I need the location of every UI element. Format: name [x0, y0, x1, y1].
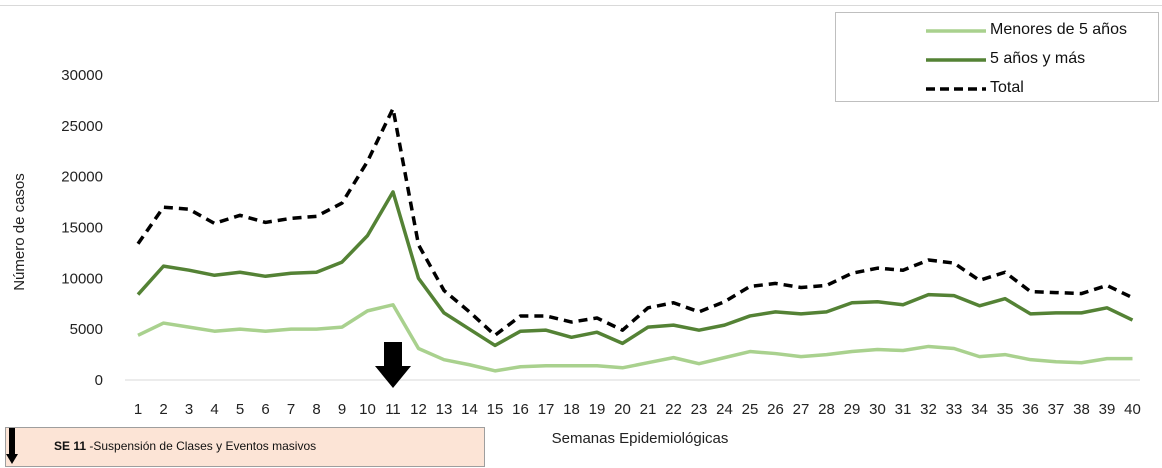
note-bold: SE 11 — [54, 439, 87, 453]
x-tick-label: 5 — [236, 401, 244, 418]
legend-label-menores: Menores de 5 años — [990, 21, 1127, 38]
x-tick-label: 30 — [869, 401, 886, 418]
note-body: -Suspensión de Clases y Eventos masivos — [86, 439, 317, 453]
y-tick-label: 20000 — [61, 169, 103, 186]
x-tick-label: 12 — [410, 401, 427, 418]
legend-item-menores: Menores de 5 años — [836, 19, 1158, 43]
legend-label-total: Total — [990, 79, 1024, 96]
y-axis-title: Número de casos — [11, 173, 28, 291]
x-tick-label: 17 — [538, 401, 555, 418]
x-tick-label: 11 — [385, 401, 401, 418]
x-tick-label: 20 — [614, 401, 631, 418]
note-text: SE 11 -Suspensión de Clases y Eventos ma… — [54, 439, 316, 453]
x-tick-label: 29 — [844, 401, 861, 418]
x-tick-label: 18 — [563, 401, 580, 418]
legend-swatch-menores — [926, 29, 986, 33]
x-tick-label: 13 — [436, 401, 453, 418]
x-tick-label: 6 — [261, 401, 269, 418]
x-tick-label: 16 — [512, 401, 529, 418]
x-tick-label: 10 — [359, 401, 376, 418]
x-tick-label: 34 — [971, 401, 988, 418]
x-tick-label: 28 — [818, 401, 835, 418]
y-tick-label: 15000 — [61, 220, 103, 237]
x-tick-label: 32 — [920, 401, 937, 418]
legend-swatch-mayores — [926, 58, 986, 62]
series-line-2 — [136, 106, 1134, 338]
series-line-0 — [137, 303, 1133, 373]
x-tick-label: 39 — [1099, 401, 1116, 418]
x-tick-label: 3 — [185, 401, 193, 418]
legend-item-mayores: 5 años y más — [836, 48, 1158, 72]
annotation-arrow-shaft — [384, 342, 402, 368]
note-marker-icon — [6, 428, 18, 464]
legend-item-total: Total — [836, 77, 1158, 101]
x-axis-title: Semanas Epidemiológicas — [552, 430, 729, 447]
x-tick-label: 25 — [742, 401, 759, 418]
x-tick-label: 27 — [793, 401, 810, 418]
x-tick-label: 2 — [159, 401, 167, 418]
legend-swatch-total — [926, 87, 986, 91]
x-tick-label: 8 — [312, 401, 320, 418]
x-tick-label: 36 — [1022, 401, 1039, 418]
x-tick-label: 37 — [1048, 401, 1065, 418]
x-tick-label: 9 — [338, 401, 346, 418]
x-tick-label: 26 — [767, 401, 784, 418]
annotation-note: SE 11 -Suspensión de Clases y Eventos ma… — [5, 427, 485, 467]
x-tick-label: 21 — [640, 401, 657, 418]
x-tick-label: 24 — [716, 401, 733, 418]
x-tick-label: 15 — [487, 401, 504, 418]
x-tick-label: 35 — [997, 401, 1014, 418]
legend: Menores de 5 años 5 años y más Total — [835, 12, 1159, 102]
x-tick-label: 1 — [134, 401, 142, 418]
top-rule — [0, 5, 1162, 6]
y-tick-label: 5000 — [70, 321, 103, 338]
series-line-1 — [136, 190, 1134, 348]
y-tick-label: 25000 — [61, 118, 103, 135]
y-tick-label: 0 — [95, 372, 103, 389]
y-tick-label: 10000 — [61, 270, 103, 287]
x-tick-label: 4 — [210, 401, 218, 418]
x-tick-label: 38 — [1073, 401, 1090, 418]
x-tick-label: 7 — [287, 401, 295, 418]
x-tick-label: 33 — [946, 401, 963, 418]
x-tick-label: 22 — [665, 401, 682, 418]
x-tick-label: 40 — [1124, 401, 1141, 418]
x-tick-label: 31 — [895, 401, 912, 418]
legend-label-mayores: 5 años y más — [990, 50, 1086, 67]
x-tick-label: 14 — [461, 401, 478, 418]
x-tick-label: 23 — [691, 401, 708, 418]
x-tick-label: 19 — [589, 401, 606, 418]
y-tick-label: 30000 — [61, 67, 103, 84]
annotation-arrow-head — [375, 366, 411, 388]
